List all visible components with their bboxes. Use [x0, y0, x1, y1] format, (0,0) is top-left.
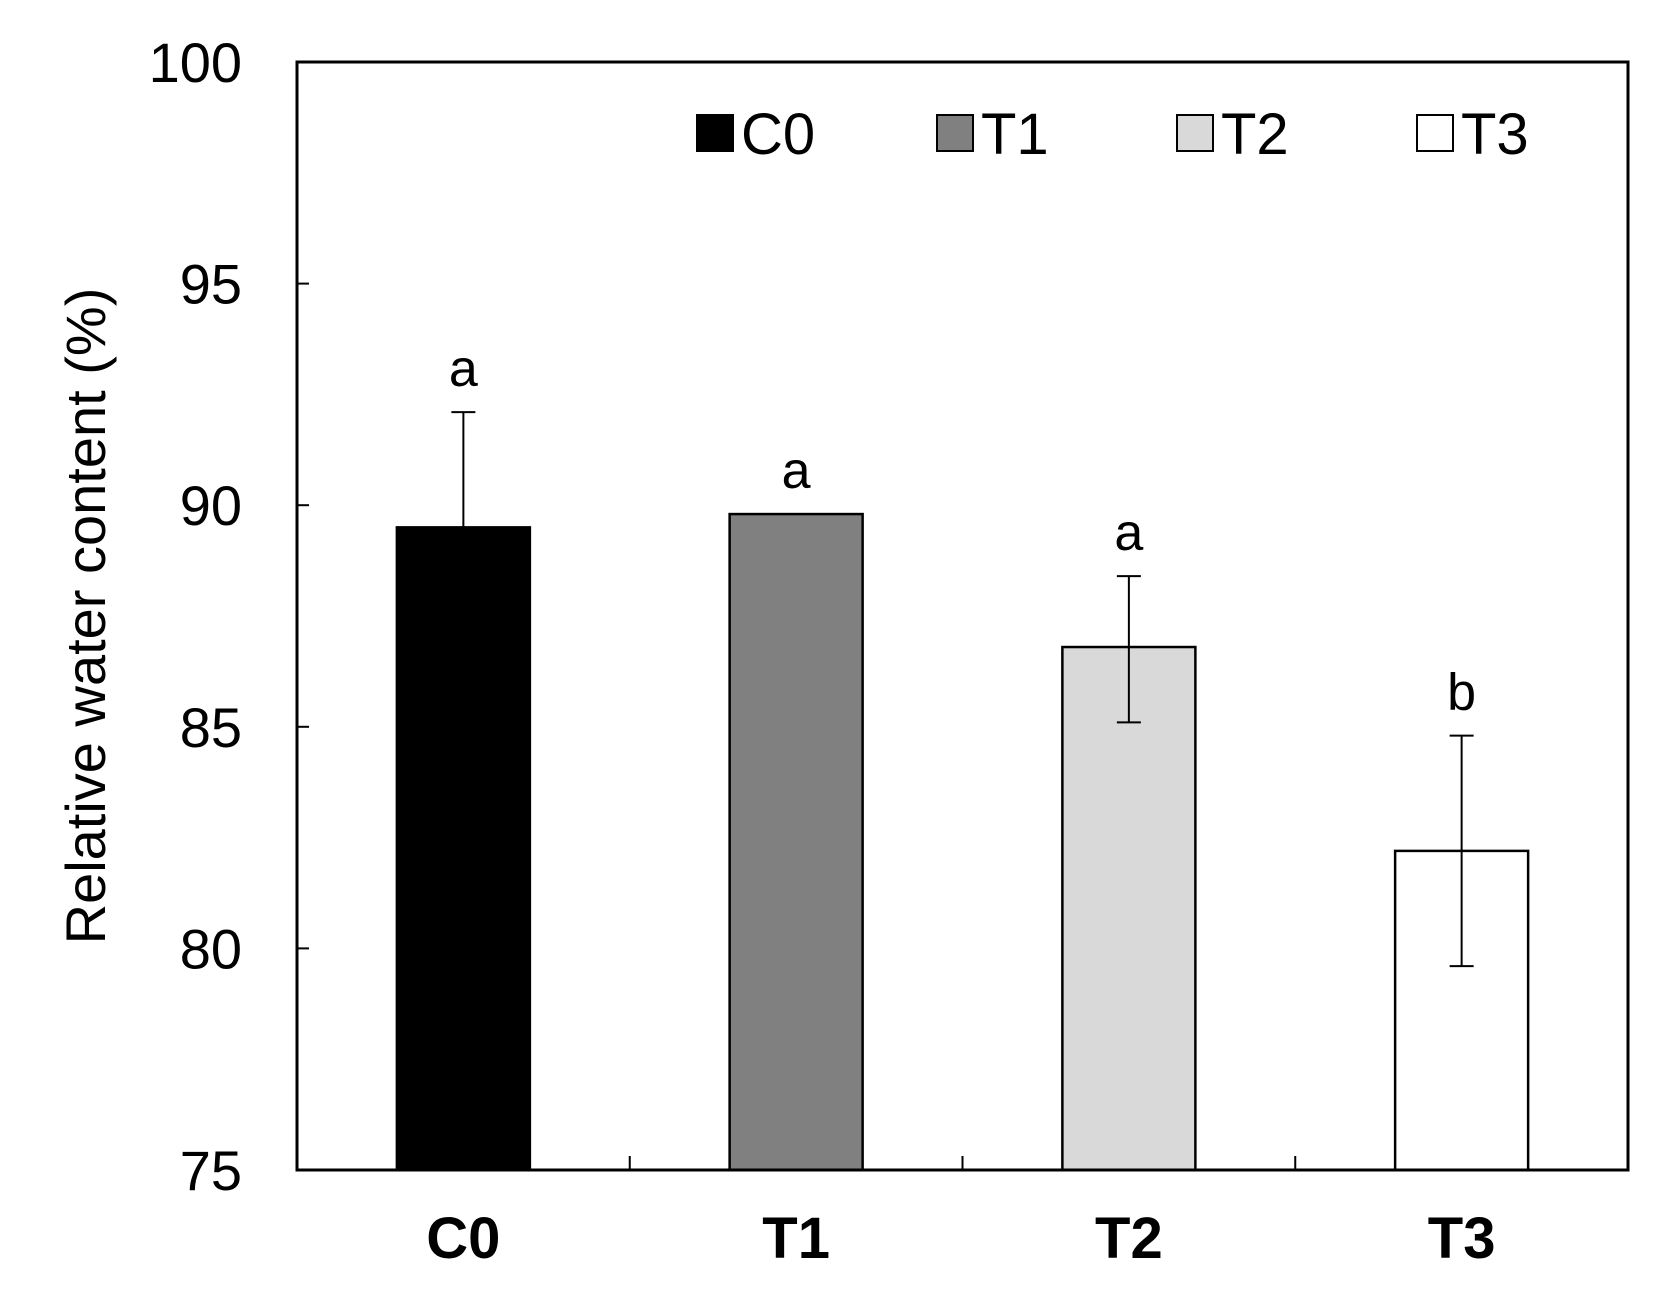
- y-tick-label: 100: [149, 31, 242, 94]
- significance-label-T3: b: [1447, 664, 1476, 722]
- bar-T1: [728, 512, 864, 1172]
- legend-swatch-T2: [1176, 114, 1214, 152]
- x-axis-ticks: C0 T1 T2 T3: [426, 1156, 1495, 1271]
- bars-layer: [395, 512, 1530, 1172]
- legend: C0 T1 T2 T3: [696, 102, 1529, 167]
- error-bars-layer: [451, 411, 1474, 968]
- y-tick-label: 90: [180, 474, 242, 537]
- legend-label-T1: T1: [981, 102, 1049, 167]
- x-category-label-T2: T2: [1095, 1206, 1163, 1271]
- x-category-label-T3: T3: [1428, 1206, 1496, 1271]
- significance-label-C0: a: [449, 340, 478, 398]
- x-category-label-T1: T1: [762, 1206, 830, 1271]
- y-axis-title: Relative water content (%): [54, 288, 117, 945]
- significance-labels-layer: a a a b: [449, 340, 1476, 722]
- legend-swatch-T3: [1416, 114, 1454, 152]
- bar-T2: [1061, 645, 1197, 1172]
- y-axis-ticks: 75 80 85 90 95 100: [149, 31, 309, 1202]
- significance-label-T1: a: [782, 442, 811, 500]
- legend-swatch-T1: [936, 114, 974, 152]
- legend-label-C0: C0: [741, 102, 815, 167]
- bar-C0: [395, 526, 532, 1172]
- legend-swatch-C0: [696, 114, 734, 152]
- y-tick-label: 95: [180, 253, 242, 316]
- y-tick-label: 80: [180, 917, 242, 980]
- y-tick-label: 75: [180, 1139, 242, 1202]
- significance-label-T2: a: [1114, 504, 1143, 562]
- x-category-label-C0: C0: [426, 1206, 500, 1271]
- legend-label-T3: T3: [1461, 102, 1529, 167]
- legend-label-T2: T2: [1221, 102, 1289, 167]
- y-tick-label: 85: [180, 696, 242, 759]
